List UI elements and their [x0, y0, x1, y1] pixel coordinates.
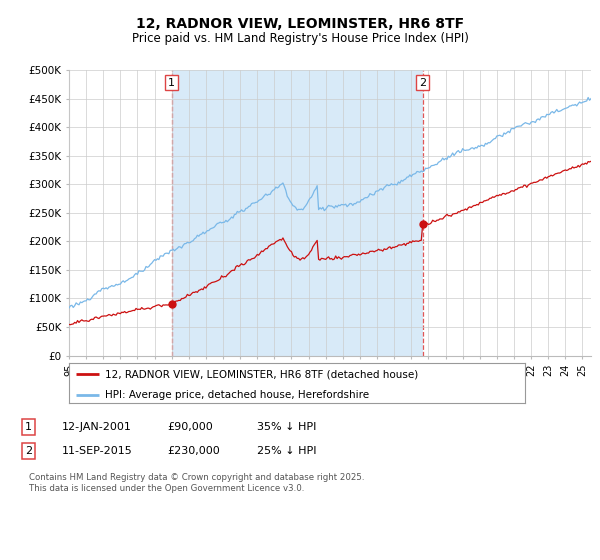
Text: 1: 1 — [168, 78, 175, 87]
Text: 11-SEP-2015: 11-SEP-2015 — [62, 446, 133, 456]
Text: 2: 2 — [419, 78, 426, 87]
Text: £230,000: £230,000 — [167, 446, 220, 456]
Bar — [172, 70, 423, 356]
Text: Contains HM Land Registry data © Crown copyright and database right 2025.
This d: Contains HM Land Registry data © Crown c… — [29, 473, 364, 493]
Text: 1: 1 — [25, 422, 32, 432]
Text: Price paid vs. HM Land Registry's House Price Index (HPI): Price paid vs. HM Land Registry's House … — [131, 32, 469, 45]
Text: 12-JAN-2001: 12-JAN-2001 — [62, 422, 131, 432]
Text: 25% ↓ HPI: 25% ↓ HPI — [257, 446, 316, 456]
Text: 35% ↓ HPI: 35% ↓ HPI — [257, 422, 316, 432]
Text: 12, RADNOR VIEW, LEOMINSTER, HR6 8TF (detached house): 12, RADNOR VIEW, LEOMINSTER, HR6 8TF (de… — [104, 369, 418, 379]
Text: £90,000: £90,000 — [167, 422, 212, 432]
Text: 12, RADNOR VIEW, LEOMINSTER, HR6 8TF: 12, RADNOR VIEW, LEOMINSTER, HR6 8TF — [136, 17, 464, 31]
Text: 2: 2 — [25, 446, 32, 456]
Text: HPI: Average price, detached house, Herefordshire: HPI: Average price, detached house, Here… — [104, 390, 368, 400]
